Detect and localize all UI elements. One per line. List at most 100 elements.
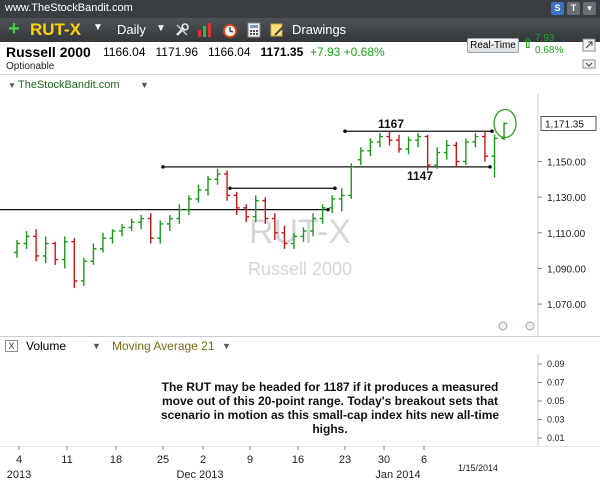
volume-tick-label: 0.05 <box>547 396 565 406</box>
note-pen-icon[interactable] <box>270 22 286 38</box>
time-axis-ticks: 4 11 18 25 2 9 16 23 30 6 2013 Dec 2013 Jan 2014 1/15… <box>7 446 498 481</box>
high-value: 1171.96 <box>155 45 199 59</box>
ma-dropdown-chevron-icon[interactable]: ▼ <box>222 341 231 351</box>
ohlc-bar <box>176 204 183 224</box>
indicator-icon[interactable] <box>197 22 213 38</box>
ohlc-bar <box>262 197 269 224</box>
volume-axis: 0.09 0.07 0.05 0.03 0.01 <box>538 359 565 443</box>
level-line <box>228 186 337 191</box>
price-tick-label: 1,150.00 <box>547 158 586 169</box>
breakout-circle <box>493 108 517 139</box>
volume-chart: 0.09 0.07 0.05 0.03 0.01 <box>537 354 565 446</box>
ohlc-bar <box>405 136 412 155</box>
ohlc-bar <box>52 241 59 265</box>
ohlc-bar <box>300 227 307 242</box>
ohlc-bar <box>290 232 297 249</box>
ohlc-bar <box>481 131 488 162</box>
ohlc-bar <box>214 168 221 185</box>
s-badge-button[interactable]: S <box>551 2 564 15</box>
time-tick-label: 2 <box>200 454 206 466</box>
drawings-menu[interactable]: Drawings <box>292 22 347 37</box>
last-price-label: 1,171.35 <box>545 119 584 130</box>
price-tick-label: 1,110.00 <box>547 229 586 240</box>
ohlc-bar <box>338 188 345 212</box>
ohlc-bar <box>386 131 393 146</box>
ticker-name: Russell 2000 <box>6 44 91 60</box>
ohlc-bar <box>185 195 192 215</box>
maximize-icon[interactable] <box>582 38 596 52</box>
ohlc-bar <box>443 140 450 160</box>
ohlc-bar <box>462 138 469 166</box>
volume-label[interactable]: Volume <box>26 339 67 353</box>
collapse-chevron-icon[interactable] <box>582 59 596 69</box>
ohlc-bar <box>472 133 479 148</box>
ohlc-bar <box>33 229 40 262</box>
source-dropdown-chevron-icon[interactable]: ▼ <box>140 80 149 90</box>
chart-source-label: TheStockBandit.com <box>18 79 120 91</box>
price-tick-label: 1,130.00 <box>547 193 586 204</box>
ohlc-bar <box>42 236 49 264</box>
time-tick-label: 30 <box>378 454 390 466</box>
ohlc-bar <box>348 163 355 199</box>
alarm-clock-icon[interactable] <box>222 22 238 38</box>
ohlc-bar <box>319 204 326 224</box>
interval-dropdown-chevron-icon[interactable]: ▼ <box>156 23 166 34</box>
ohlc-bar <box>147 213 154 244</box>
level-endpoint <box>488 165 492 169</box>
realtime-change: 7.93 0.68% <box>535 33 563 57</box>
watermark-symbol: RUT-X <box>249 213 351 251</box>
corner-buttons <box>582 38 596 72</box>
triangle-down-icon[interactable]: ▼ <box>8 81 16 90</box>
level-endpoint <box>343 129 347 134</box>
window-url: www.TheStockBandit.com <box>5 2 133 14</box>
time-tick-label: 23 <box>339 454 351 466</box>
ohlc-bar <box>453 141 460 167</box>
ohlc-bar <box>61 236 68 269</box>
volume-tick-label: 0.09 <box>547 359 565 369</box>
time-axis: 4 11 18 25 2 9 16 23 30 6 2013 Dec 2013 Jan 2014 1/15… <box>0 446 600 481</box>
volume-dropdown-chevron-icon[interactable]: ▼ <box>92 341 101 351</box>
ohlc-bar <box>157 220 164 244</box>
open-value: 1166.04 <box>103 45 146 59</box>
plus-icon[interactable]: + <box>8 18 20 40</box>
calculator-icon[interactable] <box>246 22 262 38</box>
time-tick-label: 6 <box>421 454 427 466</box>
ohlc-values: 1166.04 1171.96 1166.04 1171.35 +7.93 +0… <box>103 45 385 59</box>
wrench-icon[interactable] <box>174 22 190 38</box>
rt-change-value: 7.93 <box>535 33 555 44</box>
price-chart[interactable]: RUT-X Russell 2000 1167 1147 1,070.00 1,09… <box>0 94 600 336</box>
close-icon[interactable]: X <box>5 340 18 352</box>
volume-panel-header: X Volume ▼ Moving Average 21 ▼ <box>0 336 600 354</box>
interval-select[interactable]: Daily <box>117 22 146 37</box>
ohlc-bar <box>243 204 250 223</box>
symbol-dropdown-chevron-icon[interactable]: ▼ <box>93 22 103 33</box>
ohlc-bar <box>271 213 278 240</box>
month-label: 2013 <box>7 469 31 481</box>
ohlc-bar <box>14 239 20 258</box>
ohlc-bar <box>415 133 422 148</box>
annotation-text: The RUT may be headed for 1187 if it pro… <box>160 380 500 436</box>
ohlc-bar <box>367 138 374 157</box>
price-tick-label: 1,070.00 <box>547 300 586 311</box>
dropdown-chevron-icon[interactable]: ▾ <box>583 2 596 15</box>
moving-average-label[interactable]: Moving Average 21 <box>112 339 215 353</box>
ohlc-bar <box>205 175 211 196</box>
ohlc-bar <box>195 184 202 203</box>
time-tick-label: 16 <box>292 454 304 466</box>
ohlc-bar <box>357 147 364 166</box>
ohlc-bar <box>252 195 259 223</box>
support-resistance-lines: 1167 1147 <box>0 117 494 212</box>
time-tick-label: 9 <box>247 454 253 466</box>
realtime-button[interactable]: Real-Time <box>467 38 519 53</box>
volume-tick-label: 0.07 <box>547 378 565 388</box>
symbol-input[interactable]: RUT-X <box>30 20 81 39</box>
ohlc-bar <box>80 257 87 287</box>
level-line <box>0 207 330 212</box>
t-badge-button[interactable]: T <box>567 2 580 15</box>
level-line: 1147 <box>161 165 492 183</box>
month-label: Jan 2014 <box>375 469 420 481</box>
level-endpoint <box>333 186 337 191</box>
volume-tick-label: 0.01 <box>547 433 565 443</box>
scroll-handle-icon[interactable] <box>498 321 535 331</box>
ohlc-bar <box>376 133 383 148</box>
